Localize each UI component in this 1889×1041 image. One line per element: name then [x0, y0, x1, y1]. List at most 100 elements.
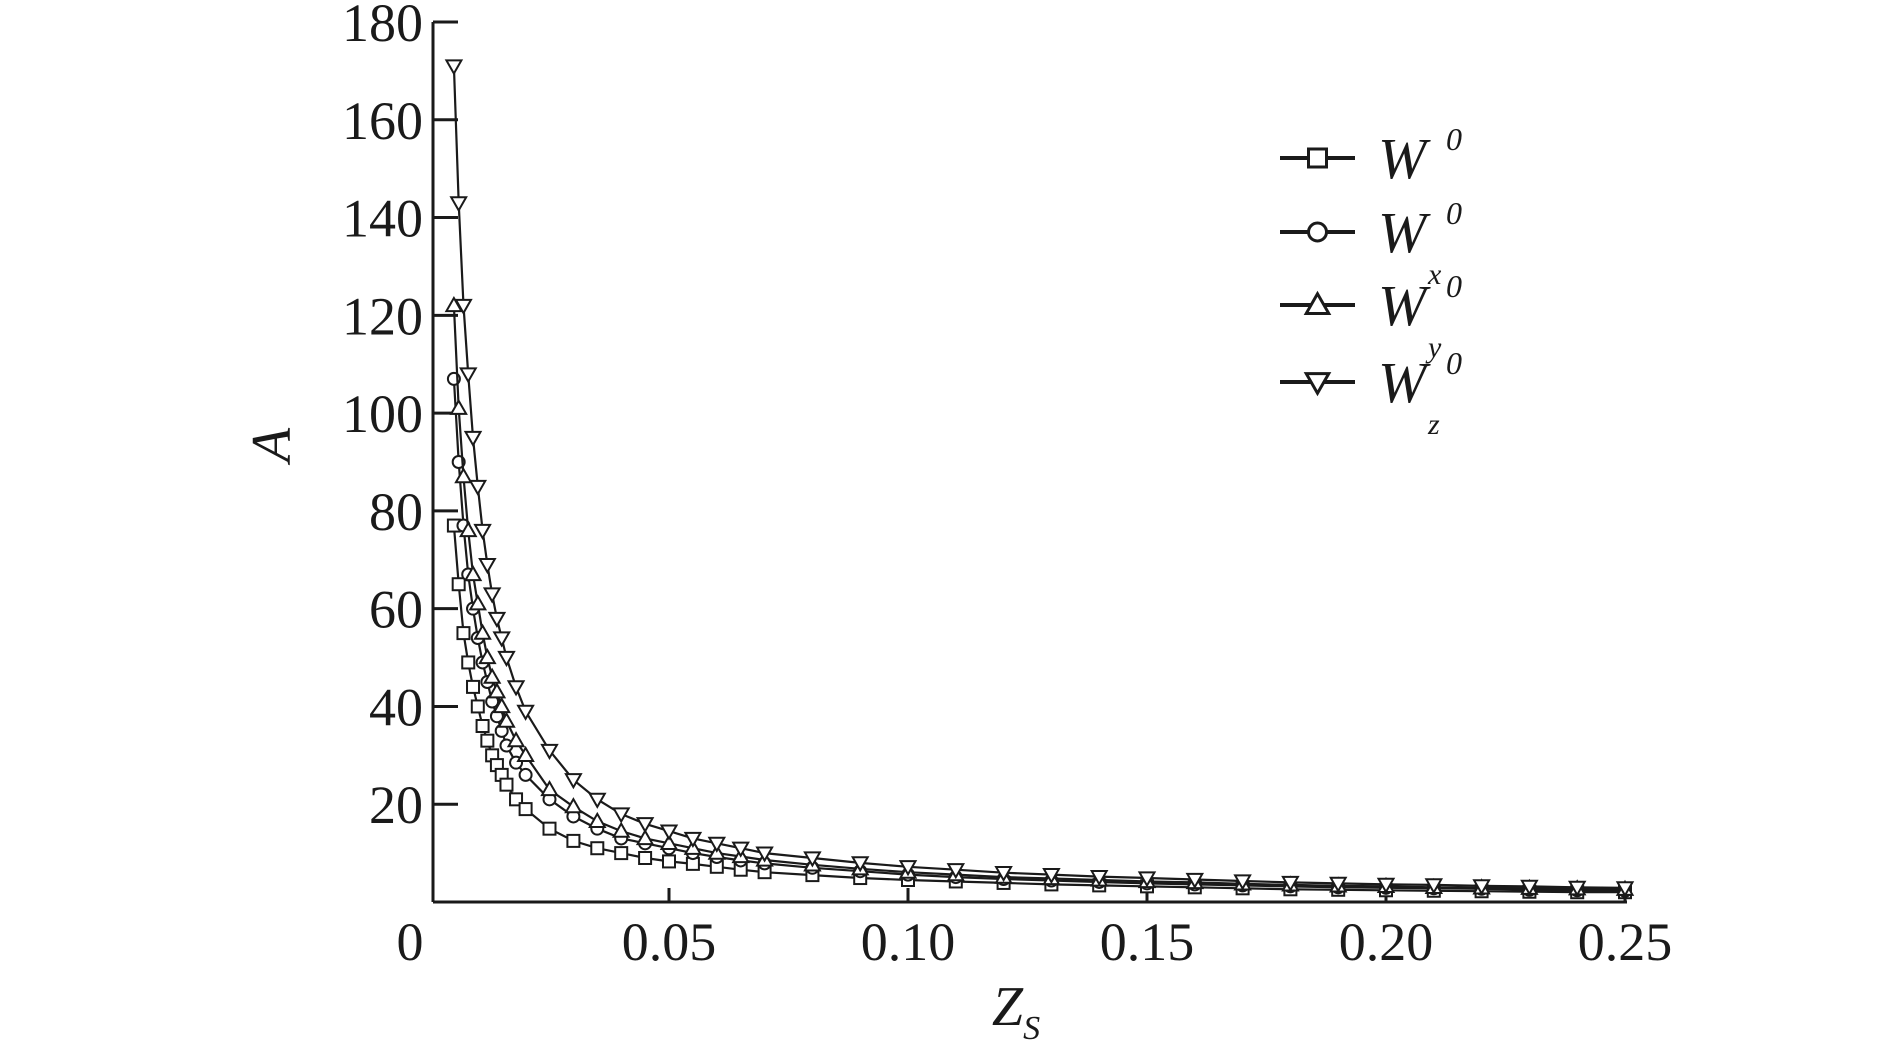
data-point	[850, 856, 870, 873]
data-point	[1137, 871, 1157, 888]
data-point	[499, 777, 514, 792]
data-point	[1281, 875, 1300, 892]
data-point	[1376, 877, 1396, 894]
data-point	[994, 866, 1013, 883]
data-point	[590, 841, 605, 856]
data-point	[456, 626, 471, 641]
data-point	[1567, 880, 1587, 897]
x-tick-label: 0	[397, 912, 424, 972]
data-point	[516, 745, 535, 762]
data-point	[707, 836, 727, 853]
data-point	[518, 802, 533, 817]
data-point	[1615, 881, 1635, 898]
data-point	[463, 564, 483, 582]
data-point	[1424, 878, 1444, 895]
legend-marker	[1303, 290, 1332, 315]
data-point	[461, 655, 476, 670]
data-point	[659, 824, 679, 841]
data-point	[1472, 879, 1491, 896]
y-tick-label: 60	[369, 580, 423, 640]
data-point	[564, 797, 583, 814]
data-point	[1042, 867, 1061, 885]
series-layer	[444, 59, 1635, 900]
y-tick-label: 160	[342, 91, 423, 151]
x-tick-label: 0.05	[622, 912, 717, 972]
data-point	[475, 719, 490, 733]
data-point	[459, 520, 478, 538]
data-point	[468, 594, 488, 611]
x-tick-label: 0.20	[1339, 912, 1434, 972]
y-axis-label: A	[241, 427, 303, 466]
data-point	[466, 679, 481, 694]
x-axis-label: ZS	[992, 976, 1040, 1041]
data-point	[755, 846, 774, 863]
series-triangle-up	[444, 296, 1635, 896]
data-point	[478, 648, 497, 665]
data-point	[451, 577, 466, 592]
data-point	[731, 841, 750, 858]
data-point	[473, 623, 492, 640]
data-point	[497, 711, 516, 728]
x-tick-label: 0.25	[1578, 912, 1673, 972]
series-triangle-down	[444, 59, 1635, 898]
data-point	[803, 851, 822, 868]
data-point	[473, 523, 492, 540]
data-point	[1089, 869, 1109, 887]
data-point	[564, 773, 583, 790]
series-circle	[446, 371, 1632, 898]
data-point	[898, 860, 918, 877]
y-tick-label: 40	[369, 677, 423, 737]
y-tick-label: 180	[342, 0, 423, 53]
data-point	[506, 680, 526, 697]
data-point	[611, 807, 631, 824]
data-point	[683, 831, 703, 848]
series-line	[452, 65, 1626, 889]
data-point	[444, 59, 464, 76]
data-point	[454, 467, 473, 484]
data-point	[542, 821, 557, 836]
series-line	[452, 305, 1626, 891]
data-point	[506, 731, 526, 748]
data-point	[1328, 876, 1348, 893]
data-point	[459, 367, 478, 384]
data-point	[463, 430, 483, 448]
data-point	[482, 667, 502, 684]
data-point	[659, 833, 679, 850]
data-point	[468, 479, 488, 496]
data-point	[482, 587, 502, 604]
y-tick-label: 100	[342, 384, 423, 444]
data-point	[518, 767, 533, 782]
y-tick-label: 120	[342, 286, 423, 346]
data-point	[1233, 874, 1252, 891]
x-tick-label: 0.10	[861, 912, 956, 972]
data-point	[516, 704, 535, 721]
data-point	[470, 699, 485, 714]
data-point	[454, 298, 473, 316]
data-point	[662, 854, 676, 869]
data-point	[492, 631, 511, 648]
data-point	[487, 682, 507, 699]
data-point	[588, 811, 607, 828]
data-point	[540, 780, 559, 797]
data-point	[449, 398, 468, 415]
data-point	[1520, 879, 1539, 896]
data-point	[480, 733, 495, 748]
data-point	[611, 821, 631, 838]
data-point	[449, 196, 468, 213]
series-line	[452, 378, 1626, 892]
data-point	[487, 611, 507, 628]
legend-marker	[1307, 221, 1328, 243]
data-point	[540, 743, 559, 760]
y-tick-label: 80	[369, 482, 423, 542]
data-point	[1185, 872, 1205, 890]
axes: 20 40 60 80 100 120 140 160 180 0 0.05 0.10 0.15 0.20…	[241, 0, 1672, 1041]
data-point	[946, 863, 966, 880]
y-tick-label: 20	[369, 775, 423, 835]
